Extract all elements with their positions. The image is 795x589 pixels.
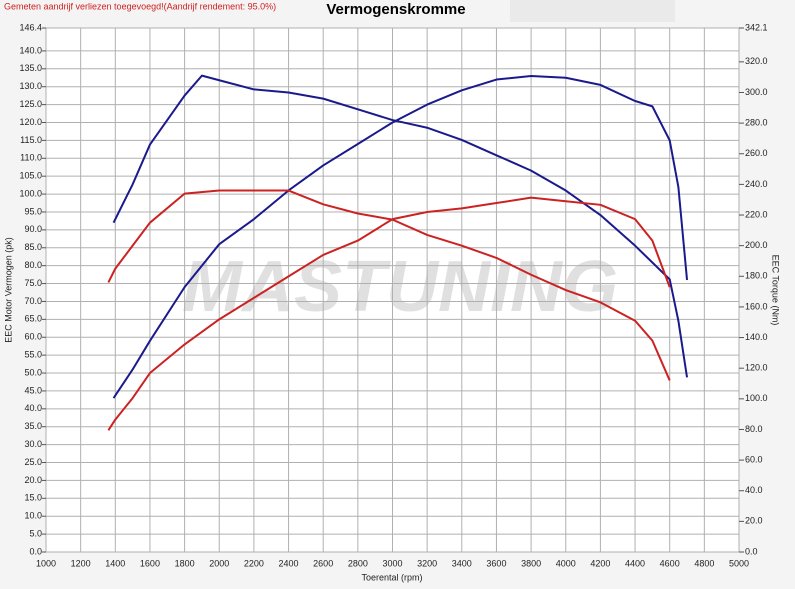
series-line — [107, 189, 671, 381]
y2-tick-label: 0.0 — [745, 546, 758, 556]
y-tick-label: 5.0 — [29, 528, 42, 538]
y2-axis-label: EEC Torque (Nm) — [771, 255, 781, 326]
y-tick-label: 45.0 — [24, 385, 42, 395]
y-tick-label: 10.0 — [24, 511, 42, 521]
y2-tick-label: 140.0 — [745, 332, 768, 342]
y-tick-label: 30.0 — [24, 439, 42, 449]
y2-tick-label: 60.0 — [745, 454, 763, 464]
y-tick-label: 70.0 — [24, 296, 42, 306]
chart-title: Vermogenskromme — [326, 1, 465, 18]
series-line — [112, 74, 689, 399]
y-tick-label: 65.0 — [24, 314, 42, 324]
x-tick-label: 3600 — [486, 558, 506, 568]
y2-tick-label: 100.0 — [745, 393, 768, 403]
y-tick-label: 55.0 — [24, 350, 42, 360]
y-tick-label: 15.0 — [24, 493, 42, 503]
y-tick-label: 90.0 — [24, 224, 42, 234]
y-tick-label: 40.0 — [24, 403, 42, 413]
y2-tick-label: 342.1 — [745, 22, 768, 32]
x-tick-label: 4400 — [625, 558, 645, 568]
header-box — [510, 0, 675, 22]
y2-tick-label: 160.0 — [745, 301, 768, 311]
y-tick-label: 125.0 — [19, 99, 42, 109]
x-tick-label: 2800 — [348, 558, 368, 568]
x-tick-label: 3200 — [417, 558, 437, 568]
x-tick-label: 1200 — [71, 558, 91, 568]
y-tick-label: 95.0 — [24, 206, 42, 216]
y-tick-label: 50.0 — [24, 367, 42, 377]
y2-tick-label: 320.0 — [745, 56, 768, 66]
y-tick-label: 20.0 — [24, 475, 42, 485]
y2-tick-label: 260.0 — [745, 148, 768, 158]
x-tick-label: 1000 — [36, 558, 56, 568]
y2-tick-label: 40.0 — [745, 485, 763, 495]
x-tick-label: 2600 — [313, 558, 333, 568]
x-tick-label: 4600 — [660, 558, 680, 568]
note: Gemeten aandrijf verliezen toegevoegd!(A… — [4, 1, 276, 11]
y-tick-label: 115.0 — [20, 135, 42, 145]
y-tick-label: 75.0 — [24, 278, 42, 288]
y-tick-label: 0.0 — [29, 546, 42, 556]
y-tick-label: 25.0 — [24, 457, 42, 467]
y2-tick-label: 80.0 — [745, 424, 763, 434]
x-tick-label: 1800 — [175, 558, 195, 568]
y-tick-label: 110.0 — [20, 153, 42, 163]
x-tick-label: 3000 — [382, 558, 402, 568]
x-tick-label: 4000 — [556, 558, 576, 568]
y-tick-label: 140.0 — [19, 45, 42, 55]
x-tick-label: 4800 — [694, 558, 714, 568]
y2-tick-label: 180.0 — [745, 271, 768, 281]
x-tick-label: 3400 — [452, 558, 472, 568]
x-tick-label: 1400 — [105, 558, 125, 568]
y-tick-label: 80.0 — [24, 260, 42, 270]
y-tick-label: 100.0 — [19, 188, 42, 198]
x-axis-label: Toerental (rpm) — [361, 572, 422, 582]
x-tick-label: 2400 — [279, 558, 299, 568]
y-tick-label: 120.0 — [19, 117, 42, 127]
y2-tick-label: 240.0 — [745, 179, 768, 189]
y-tick-label: 105.0 — [19, 171, 42, 181]
x-tick-label: 3800 — [521, 558, 541, 568]
y-tick-label: 135.0 — [19, 63, 42, 73]
x-tick-label: 1600 — [140, 558, 160, 568]
y-tick-label: 35.0 — [24, 421, 42, 431]
y-tick-label: 85.0 — [24, 242, 42, 252]
series-line — [107, 196, 671, 431]
y2-tick-label: 120.0 — [745, 363, 768, 373]
x-tick-label: 5000 — [729, 558, 749, 568]
y2-tick-label: 20.0 — [745, 516, 763, 526]
y-tick-label: 130.0 — [19, 81, 42, 91]
x-tick-label: 2000 — [209, 558, 229, 568]
x-tick-label: 4200 — [590, 558, 610, 568]
y2-tick-label: 200.0 — [745, 240, 768, 250]
watermark: MASTUNING — [182, 247, 618, 327]
y2-tick-label: 300.0 — [745, 87, 768, 97]
y2-tick-label: 220.0 — [745, 209, 768, 219]
y-tick-label: 146.4 — [19, 22, 42, 32]
x-tick-label: 2200 — [244, 558, 264, 568]
y-tick-label: 60.0 — [24, 332, 42, 342]
series-line — [112, 74, 689, 378]
y-axis-label: EEC Motor Vermogen (pk) — [3, 237, 13, 343]
y2-tick-label: 280.0 — [745, 117, 768, 127]
